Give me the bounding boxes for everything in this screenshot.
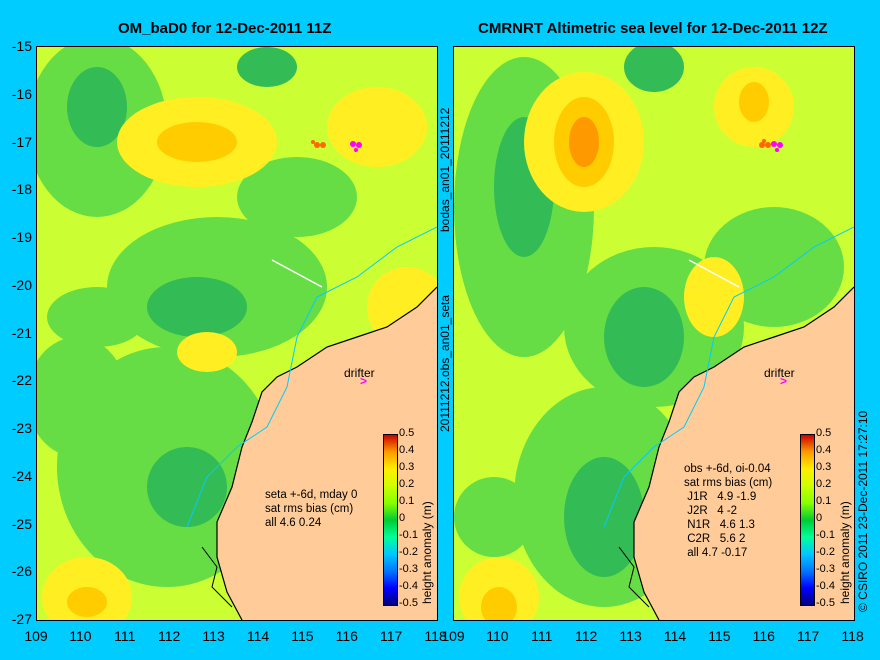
colorbar-tick-label: -0.1 (816, 529, 835, 541)
x-tick-label: 110 (486, 628, 509, 644)
right-map-panel (453, 46, 855, 621)
colorbar-tick-label: 0.5 (816, 427, 832, 439)
y-tick-label: -20 (11, 276, 32, 293)
y-tick-label: -17 (11, 133, 32, 150)
y-tick-label: -15 (11, 38, 32, 54)
colorbar-tick-label: 0.4 (399, 444, 415, 456)
y-tick-label: -21 (11, 324, 32, 341)
colorbar-tick-label: 0.2 (399, 478, 415, 490)
colorbar-tick-label: 0.3 (816, 461, 832, 473)
colorbar-tick-label: -0.3 (399, 563, 418, 575)
y-tick-label: -18 (11, 181, 32, 198)
x-tick-label: 116 (335, 628, 358, 644)
x-tick-label: 115 (291, 628, 314, 644)
right-map-title: CMRNRT Altimetric sea level for 12-Dec-2… (478, 20, 828, 37)
right-drifter-icon: > (780, 374, 788, 388)
left-colorbar (383, 434, 398, 606)
colorbar-tick-label: -0.3 (816, 563, 835, 575)
y-tick-label: -16 (11, 85, 32, 102)
x-tick-label: 112 (158, 628, 181, 644)
copyright-label: © CSIRO 2011 23-Dec-2011 17:27:10 (856, 410, 870, 612)
left-drifter-label: drifter (344, 366, 375, 380)
colorbar-tick-label: -0.4 (399, 580, 418, 592)
left-map (37, 47, 437, 620)
left-map-title: OM_baD0 for 12-Dec-2011 11Z (118, 20, 332, 37)
bodas-label: bodas_an01_20111212 (438, 107, 452, 232)
colorbar-tick-label: -0.5 (399, 597, 418, 609)
x-tick-label: 115 (708, 628, 731, 644)
x-tick-label: 118 (424, 628, 447, 644)
colorbar-tick-label: 0 (399, 512, 406, 524)
x-tick-label: 112 (575, 628, 598, 644)
x-tick-label: 114 (246, 628, 270, 644)
colorbar-tick-label: 0.1 (816, 495, 832, 507)
y-tick-label: -23 (11, 420, 32, 436)
y-tick-label: -24 (11, 467, 32, 484)
left-colorbar-label: height anomaly (m) (420, 501, 434, 604)
colorbar-tick-label: 0.3 (399, 461, 415, 473)
y-tick-label: -25 (11, 515, 32, 532)
right-colorbar-label: height anomaly (m) (838, 501, 852, 604)
x-tick-label: 117 (797, 628, 820, 644)
x-tick-label: 109 (24, 628, 48, 644)
y-tick-label: -27 (11, 611, 32, 627)
y-tick-label: -22 (11, 372, 32, 389)
colorbar-tick-label: -0.2 (399, 546, 418, 558)
x-tick-label: 110 (69, 628, 92, 644)
colorbar-tick-label: 0.5 (399, 427, 415, 439)
x-tick-label: 113 (619, 628, 642, 644)
x-tick-label: 118 (841, 628, 864, 644)
colorbar-tick-label: 0.2 (816, 478, 832, 490)
x-tick-label: 111 (531, 628, 553, 644)
y-tick-label: -19 (11, 229, 32, 245)
colorbar-tick-label: -0.4 (816, 580, 835, 592)
right-stats: obs +-6d, oi-0.04 sat rms bias (cm) J1R … (684, 463, 773, 559)
x-tick-label: 113 (202, 628, 225, 644)
x-tick-label: 114 (663, 628, 687, 644)
seta-label: 20111212.obs_an01_seta (438, 294, 452, 432)
right-colorbar (800, 434, 815, 606)
x-tick-label: 109 (441, 628, 465, 644)
colorbar-tick-label: 0.4 (816, 444, 832, 456)
x-tick-label: 111 (114, 628, 136, 644)
colorbar-tick-label: -0.1 (399, 529, 418, 541)
left-map-panel (36, 46, 438, 621)
left-stats: seta +-6d, mday 0 sat rms bias (cm) all … (265, 489, 358, 529)
colorbar-tick-label: -0.2 (816, 546, 835, 558)
colorbar-tick-label: -0.5 (816, 597, 835, 609)
right-drifter-label: drifter (764, 366, 795, 380)
left-drifter-icon: > (360, 374, 368, 388)
x-tick-label: 116 (752, 628, 775, 644)
y-tick-label: -26 (11, 563, 32, 580)
colorbar-tick-label: 0.1 (399, 495, 415, 507)
colorbar-tick-label: 0 (816, 512, 823, 524)
x-tick-label: 117 (380, 628, 403, 644)
right-map (454, 47, 854, 620)
